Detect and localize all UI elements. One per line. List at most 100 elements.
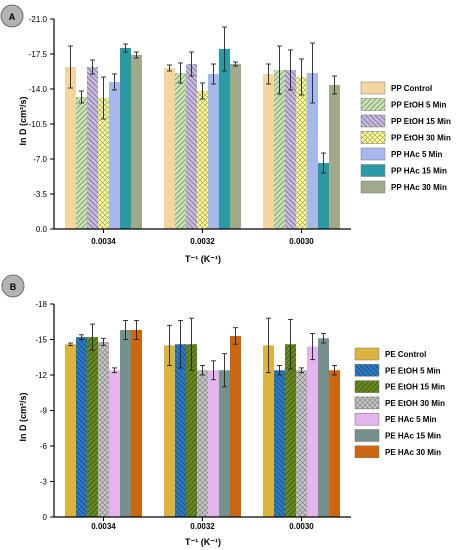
panel-b-error-bar-pe-control-1: [167, 324, 172, 366]
panel-b-bar-pattern-pe-etoh-15-min-0: [87, 337, 98, 517]
panel-a-bar-pp-control-1: [164, 68, 175, 229]
panel-a-error-bar-pp-control-1: [167, 64, 172, 72]
panel-a-legend-label-pp-etoh-5-min: PP EtOH 5 Min: [391, 101, 447, 110]
panel-b-error-bar-pe-control-0: [68, 342, 73, 346]
panel-a-bar-pp-hac-15-min-0: [120, 48, 131, 229]
panel-a-bar-pp-control-2: [263, 74, 274, 229]
panel-a-error-bar-pp-hac-30-min-1: [233, 61, 238, 67]
panel-a-legend-swatch-pp-hac-5-min: [360, 147, 386, 161]
panel-a: A ln D (cm²/s) T⁻¹ (K⁻¹) 0.0 -3.5 -7.0 -10.…: [0, 4, 451, 264]
panel-a-y-tick-label-0: 0.0: [36, 225, 48, 234]
panel-b-legend-swatch-pe-hac-5-min: [354, 412, 380, 426]
panel-a-y-tick-label-5: -17.5: [29, 50, 48, 59]
panel-b-error-bar-pe-control-2: [266, 317, 271, 374]
panel-b-error-bar-pe-hac-5-min-0: [112, 367, 117, 374]
panel-a-legend-swatch-pattern-pp-etoh-30-min: [361, 131, 385, 144]
panel-b-error-bar-pe-etoh-5-min-0: [79, 334, 84, 340]
panel-b-bar-pattern-pe-etoh-30-min-1: [197, 370, 208, 517]
panel-a-error-bar-pp-etoh-30-min-2: [299, 58, 304, 96]
panel-b-bar-pe-hac-30-min-2: [329, 370, 340, 517]
panel-b-bar-pattern-pe-etoh-30-min-0: [98, 341, 109, 517]
panel-a-y-tick-label-1: -3.5: [33, 190, 47, 199]
panel-b-error-bar-pe-hac-30-min-0: [134, 320, 139, 340]
panel-b-legend-swatch-pe-hac-15-min: [354, 429, 380, 442]
panel-a-y-tick-label-3: -10.5: [29, 120, 48, 129]
panel-a-error-bar-pp-hac-30-min-0: [134, 51, 139, 59]
panel-a-error-bar-pp-hac-5-min-0: [112, 73, 117, 91]
panel-a-bar-pattern-pp-etoh-15-min-0: [87, 67, 98, 229]
panel-a-y-tick-label-6: -21.0: [29, 15, 48, 24]
panel-a-bar-pp-hac-5-min-2: [307, 73, 318, 229]
panel-a-x-tick-label-0: 0.0034: [91, 237, 116, 246]
panel-b-bar-pe-control-2: [263, 345, 274, 517]
panel-b-legend-swatch-pe-control: [354, 347, 380, 361]
panel-b-y-tick-label-2: -6: [40, 442, 48, 451]
panel-b-bar-pattern-pe-etoh-5-min-1: [175, 344, 186, 517]
panel-b-bar-pe-hac-15-min-2: [318, 338, 329, 517]
panel-a-bar-pp-hac-15-min-1: [219, 49, 230, 229]
panel-b-bar-pe-hac-5-min-0: [109, 370, 120, 517]
panel-a-legend-label-pp-hac-15-min: PP HAc 15 Min: [391, 167, 447, 176]
panel-a-legend-swatch-pp-hac-15-min: [360, 164, 386, 177]
panel-b-legend-label-pe-etoh-30-min: PE EtOH 30 Min: [385, 399, 445, 408]
panel-b-legend-swatch-pattern-pe-etoh-5-min: [355, 364, 379, 377]
panel-b-y-axis-title: ln D (cm²/s): [18, 392, 28, 441]
panel-b-legend-label-pe-etoh-5-min: PE EtOH 5 Min: [385, 366, 441, 375]
panel-b-badge-circle: [1, 274, 25, 298]
panel-a-error-bar-pp-etoh-30-min-1: [200, 82, 205, 100]
panel-b-y-tick-label-5: -15: [35, 336, 47, 345]
panel-a-legend-label-pp-etoh-30-min: PP EtOH 30 Min: [391, 134, 451, 143]
panel-b-legend-swatch-pattern-pe-etoh-30-min: [355, 396, 379, 409]
panel-b-error-bar-pe-etoh-5-min-2: [277, 365, 282, 376]
panel-a-bar-pp-hac-5-min-1: [208, 74, 219, 229]
panel-a-error-bar-pp-etoh-5-min-1: [178, 62, 183, 84]
panel-b-error-bar-pe-etoh-5-min-1: [178, 320, 183, 369]
panel-a-x-axis-title: T⁻¹ (K⁻¹): [185, 254, 221, 264]
panel-a-error-bar-pp-hac-5-min-2: [310, 42, 315, 104]
panel-a-legend-swatch-pattern-pp-etoh-15-min: [361, 115, 385, 127]
panel-b-error-bar-pe-etoh-15-min-1: [189, 317, 194, 371]
panel-b-bar-pattern-pe-etoh-15-min-1: [186, 344, 197, 517]
panel-b-y-tick-label-4: -12: [35, 371, 47, 380]
panel-b-error-bar-pe-hac-15-min-1: [222, 353, 227, 388]
panel-b-error-bar-pe-etoh-15-min-2: [288, 318, 293, 370]
panel-b-x-tick-label-1: 0.0032: [190, 522, 215, 531]
panel-a-error-bar-pp-etoh-15-min-2: [288, 49, 293, 91]
panel-a-error-bar-pp-etoh-30-min-0: [101, 76, 106, 120]
panel-b-legend-label-pe-etoh-15-min: PE EtOH 15 Min: [385, 383, 445, 392]
panel-b-bar-pattern-pe-etoh-15-min-2: [285, 344, 296, 517]
panel-a-bar-pattern-pp-etoh-5-min-0: [76, 97, 87, 229]
panel-a-error-bar-pp-hac-5-min-1: [211, 63, 216, 85]
panel-b-error-bar-pe-hac-15-min-2: [321, 333, 326, 344]
panel-b-error-bar-pe-hac-5-min-2: [310, 333, 315, 361]
panel-b-y-tick-label-3: -9: [40, 407, 48, 416]
panel-b-error-bar-pe-hac-5-min-1: [211, 360, 216, 381]
panel-a-bar-pp-hac-5-min-0: [109, 82, 120, 229]
panel-b-bar-pe-control-1: [164, 345, 175, 517]
panel-a-legend-swatch-pp-hac-30-min: [360, 180, 386, 194]
panel-a-badge-circle: [0, 4, 24, 28]
panel-b-error-bar-pe-hac-15-min-0: [123, 320, 128, 340]
panel-b-error-bar-pe-etoh-30-min-2: [299, 367, 304, 374]
panel-b-legend-swatch-pe-hac-30-min: [354, 445, 380, 459]
panel-b-bar-pe-hac-5-min-1: [208, 370, 219, 517]
panel-a-bar-pattern-pp-etoh-30-min-1: [197, 91, 208, 229]
panel-b-error-bar-pe-hac-30-min-1: [233, 327, 238, 345]
panel-b-legend-swatch-pattern-pe-etoh-15-min: [355, 380, 379, 393]
panel-a-legend-label-pp-control: PP Control: [391, 84, 432, 93]
panel-b-bar-pe-hac-15-min-0: [120, 330, 131, 517]
panel-b: B ln D (cm²/s) T⁻¹ (K⁻¹) 0 -3 -6 -9 -12 -15 -1…: [1, 274, 445, 547]
panel-a-label: A: [9, 12, 16, 22]
panel-a-x-tick-label-2: 0.0030: [289, 237, 314, 246]
panel-b-legend: PE Control PE EtOH 5 Min PE EtOH 15 Min PE …: [354, 347, 445, 459]
panel-a-error-bar-pp-etoh-5-min-2: [277, 45, 282, 95]
panel-a-error-bar-pp-hac-15-min-0: [123, 43, 128, 53]
panel-a-error-bar-pp-control-2: [266, 63, 271, 85]
panel-a-x-tick-label-1: 0.0032: [190, 237, 215, 246]
panel-b-bar-pe-hac-5-min-2: [307, 346, 318, 517]
panel-a-error-bar-pp-control-0: [68, 45, 73, 89]
panel-b-label: B: [10, 282, 17, 292]
panel-a-bar-pp-hac-30-min-2: [329, 85, 340, 229]
panel-b-legend-label-pe-hac-5-min: PE HAc 5 Min: [385, 415, 437, 424]
